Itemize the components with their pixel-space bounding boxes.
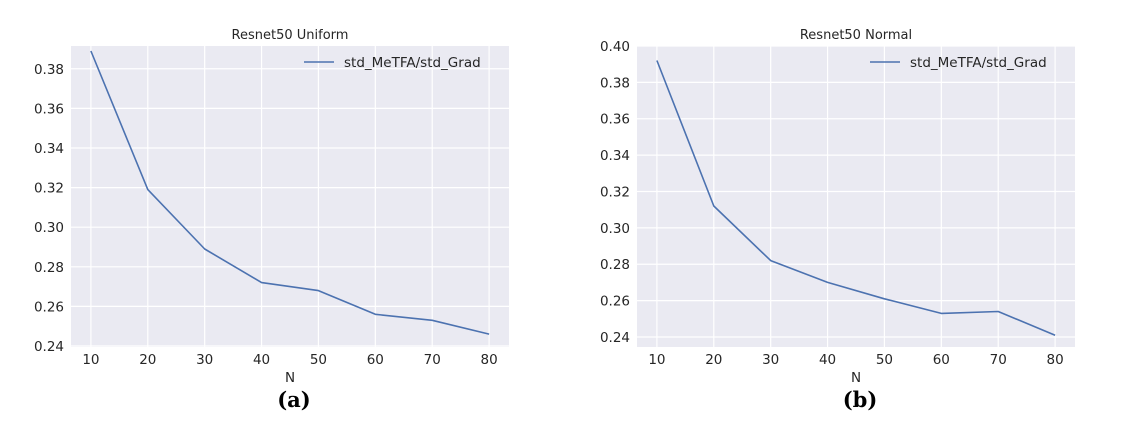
y-tick-label: 0.24 — [34, 339, 64, 355]
series-line — [90, 50, 490, 335]
y-tick-label: 0.40 — [600, 39, 630, 55]
plot-background — [71, 46, 509, 347]
y-tick-label: 0.36 — [600, 112, 630, 128]
y-tick-label: 0.34 — [600, 148, 630, 164]
x-tick-label: 40 — [819, 352, 836, 368]
x-axis-label: N — [851, 370, 861, 386]
x-axis-label: N — [285, 370, 295, 386]
chart-panel-a: Resnet50 Uniform N (a) 10 20 30 40 50 60 70 80 0… — [34, 28, 509, 412]
x-tick-label: 40 — [253, 352, 270, 368]
x-tick-label: 10 — [82, 352, 99, 368]
x-tick-label: 30 — [762, 352, 779, 368]
chart-title: Resnet50 Normal — [800, 28, 912, 43]
series-line — [656, 60, 1056, 336]
y-tick-label: 0.38 — [600, 75, 630, 91]
legend-label: std_MeTFA/std_Grad — [344, 55, 481, 71]
x-tick-label: 50 — [876, 352, 893, 368]
x-tick-label: 70 — [424, 352, 441, 368]
x-tick-label: 80 — [1046, 352, 1063, 368]
y-tick-label: 0.28 — [600, 257, 630, 273]
chart-panel-b: Resnet50 Normal N (b) 10 20 30 40 50 60 70 80 0.… — [600, 28, 1075, 412]
y-tick-label: 0.38 — [34, 62, 64, 78]
y-tick-label: 0.28 — [34, 260, 64, 276]
x-tick-label: 10 — [648, 352, 665, 368]
x-tick-label: 60 — [933, 352, 950, 368]
x-tick-label: 20 — [705, 352, 722, 368]
x-tick-label: 70 — [990, 352, 1007, 368]
y-tick-label: 0.24 — [600, 330, 630, 346]
y-tick-label: 0.30 — [34, 220, 64, 236]
x-tick-label: 80 — [480, 352, 497, 368]
legend-label: std_MeTFA/std_Grad — [910, 55, 1047, 71]
plot-background — [637, 46, 1075, 347]
y-tick-label: 0.32 — [600, 184, 630, 200]
x-tick-label: 20 — [139, 352, 156, 368]
y-tick-label: 0.36 — [34, 101, 64, 117]
chart-title: Resnet50 Uniform — [232, 28, 349, 43]
x-tick-label: 30 — [196, 352, 213, 368]
y-tick-label: 0.26 — [600, 294, 630, 310]
panel-caption: (b) — [843, 387, 878, 412]
x-tick-label: 60 — [367, 352, 384, 368]
y-tick-label: 0.34 — [34, 141, 64, 157]
y-tick-label: 0.26 — [34, 299, 64, 315]
panel-caption: (a) — [277, 387, 310, 412]
y-tick-label: 0.32 — [34, 181, 64, 197]
y-tick-label: 0.30 — [600, 221, 630, 237]
x-tick-label: 50 — [310, 352, 327, 368]
